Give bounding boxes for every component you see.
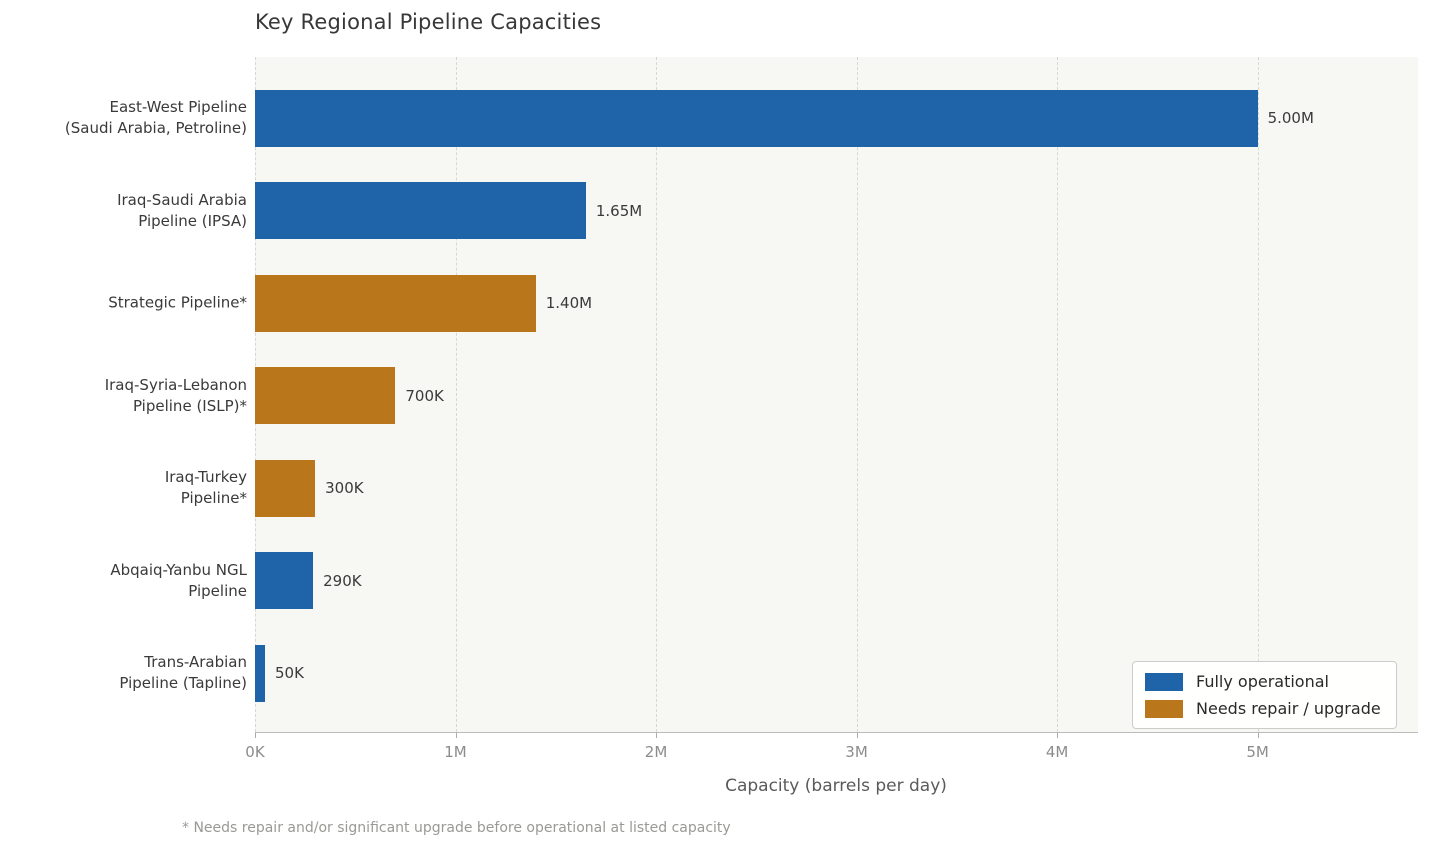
x-tick-label-2m: 2M bbox=[644, 743, 668, 761]
bar-3 bbox=[255, 367, 396, 424]
category-label-5: Abqaiq-Yanbu NGL Pipeline bbox=[110, 560, 247, 600]
bar-2 bbox=[255, 274, 536, 332]
bar-value-label-5: 290K bbox=[323, 571, 362, 590]
bar-value-label-3: 700K bbox=[405, 386, 444, 405]
x-tick-label-0k: 0K bbox=[245, 743, 265, 761]
x-tick-mark-2m bbox=[656, 733, 658, 738]
bar-value-label-6: 50K bbox=[275, 664, 304, 682]
x-tick-mark-4m bbox=[1057, 733, 1059, 738]
gridline-5m bbox=[1257, 57, 1259, 732]
category-label-3: Iraq-Syria-Lebanon Pipeline (ISLP)* bbox=[104, 375, 247, 415]
gridline-1m bbox=[455, 57, 457, 732]
x-tick-mark-5m bbox=[1257, 733, 1259, 738]
bar-0 bbox=[255, 89, 1258, 147]
x-tick-label-3m: 3M bbox=[845, 743, 868, 761]
x-tick-label-1m: 1M bbox=[444, 743, 467, 761]
bar-value-label-1: 1.65M bbox=[595, 201, 643, 220]
legend-swatch-icon bbox=[1145, 672, 1183, 691]
x-tick-mark-0k bbox=[255, 733, 256, 738]
bar-5 bbox=[255, 552, 314, 609]
x-tick-label-4m: 4M bbox=[1045, 743, 1069, 761]
bar-value-label-0: 5.00M bbox=[1267, 109, 1314, 127]
footnote: * Needs repair and/or significant upgrad… bbox=[182, 820, 731, 836]
chart-title: Key Regional Pipeline Capacities bbox=[255, 10, 602, 34]
bar-value-label-4: 300K bbox=[325, 479, 364, 497]
legend-item-1: Needs repair / upgrade bbox=[1145, 699, 1382, 718]
bar-6 bbox=[255, 644, 266, 702]
x-tick-mark-1m bbox=[455, 733, 457, 738]
legend-item-label: Fully operational bbox=[1196, 672, 1329, 691]
category-label-4: Iraq-Turkey Pipeline* bbox=[164, 468, 247, 507]
legend-swatch-icon bbox=[1145, 699, 1183, 718]
category-label-1: Iraq-Saudi Arabia Pipeline (IPSA) bbox=[117, 190, 247, 230]
legend: Fully operational Needs repair / upgrade bbox=[1132, 661, 1397, 729]
legend-item-label: Needs repair / upgrade bbox=[1196, 699, 1381, 718]
category-label-6: Trans-Arabian Pipeline (Tapline) bbox=[119, 653, 247, 692]
gridline-2m bbox=[656, 57, 658, 732]
category-label-2: Strategic Pipeline* bbox=[108, 293, 247, 312]
gridline-3m bbox=[856, 57, 858, 732]
bar-value-label-2: 1.40M bbox=[545, 294, 593, 312]
plot-area: 5.00M 1.65M 1.40M 700K 300K 290K 50K bbox=[255, 57, 1418, 733]
legend-item-0: Fully operational bbox=[1145, 672, 1382, 691]
gridline-4m bbox=[1057, 57, 1059, 732]
x-tick-label-5m: 5M bbox=[1246, 743, 1269, 761]
x-tick-mark-3m bbox=[856, 733, 858, 738]
bar-4 bbox=[255, 459, 316, 517]
x-axis-title: Capacity (barrels per day) bbox=[725, 776, 947, 796]
category-label-0: East-West Pipeline (Saudi Arabia, Petrol… bbox=[64, 98, 247, 137]
bar-1 bbox=[255, 182, 586, 239]
